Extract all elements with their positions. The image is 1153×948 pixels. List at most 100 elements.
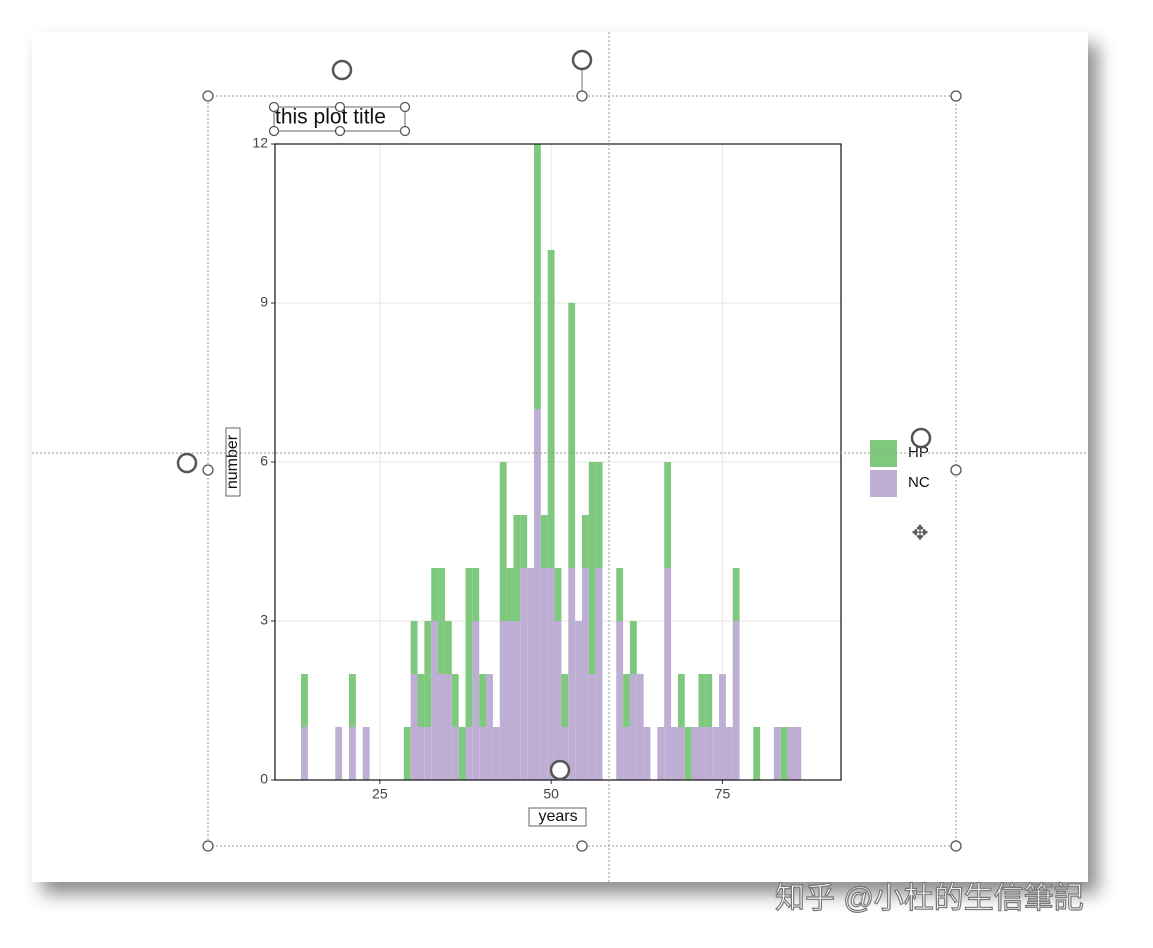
bar [534, 144, 541, 409]
plot-area: 0 3 6 9 12 25 50 75 this plot title years number HP… [224, 106, 930, 826]
bar [431, 568, 439, 621]
y-tick-label: 12 [252, 135, 268, 151]
bar [486, 674, 493, 780]
bar [705, 674, 713, 727]
bar [671, 727, 678, 780]
resize-handle[interactable] [576, 840, 588, 852]
resize-handle[interactable] [268, 101, 280, 113]
bar [506, 568, 514, 621]
bar [616, 621, 624, 780]
resize-handle[interactable] [399, 101, 411, 113]
legend-label: HP [908, 444, 929, 461]
bar [561, 674, 569, 727]
resize-handle[interactable] [576, 90, 588, 102]
y-axis-label: number [224, 434, 241, 489]
bar [554, 621, 562, 780]
bar [787, 727, 795, 780]
selection-overlay: ✥ [32, 32, 1088, 882]
bar [424, 621, 432, 727]
resize-handle[interactable] [399, 125, 411, 137]
bar [677, 727, 685, 780]
bar [444, 674, 452, 780]
bar [732, 621, 740, 780]
y-tick-label: 3 [260, 612, 268, 628]
text-box-selection [528, 807, 587, 827]
bar [773, 727, 781, 780]
resize-handle[interactable] [334, 101, 346, 113]
bar [499, 621, 507, 780]
bar [438, 674, 445, 780]
bar [362, 727, 370, 780]
bar [335, 727, 343, 780]
bar [349, 674, 356, 727]
bar [616, 568, 624, 621]
resize-handle[interactable] [268, 125, 280, 137]
y-tick-label: 9 [260, 294, 268, 310]
bar [301, 727, 308, 780]
bar [725, 727, 733, 780]
bar [595, 568, 603, 780]
bar [547, 250, 555, 568]
rotate-handle[interactable] [331, 59, 353, 81]
bar [431, 621, 439, 780]
bar [684, 727, 692, 780]
resize-handle[interactable] [950, 840, 962, 852]
bar [629, 621, 637, 674]
x-tick-label: 50 [543, 786, 559, 802]
bar [301, 674, 308, 727]
bar [349, 727, 356, 780]
bar [712, 727, 720, 780]
bar [698, 674, 706, 727]
bar [794, 727, 802, 780]
x-tick-label: 25 [372, 786, 388, 802]
bar [451, 674, 459, 727]
bar [513, 621, 521, 780]
bar [417, 727, 425, 780]
bar [458, 727, 466, 780]
bar [451, 727, 459, 780]
bar [479, 674, 487, 727]
bar [643, 727, 651, 780]
move-cursor: ✥ [912, 522, 929, 544]
bar [664, 568, 672, 780]
bar [520, 515, 528, 568]
bar [424, 727, 432, 780]
resize-handle[interactable] [202, 464, 214, 476]
resize-handle[interactable] [950, 90, 962, 102]
legend-label: NC [908, 474, 930, 491]
bar [732, 568, 740, 621]
watermark: 知乎 @小杜的生信筆記 [775, 882, 1084, 915]
rotate-handle[interactable] [176, 452, 198, 474]
bar [472, 621, 480, 780]
bar [568, 303, 576, 568]
bar [554, 568, 562, 621]
bar [492, 727, 500, 780]
bar [691, 727, 699, 780]
bar [499, 462, 507, 621]
bar [540, 515, 548, 568]
rotate-handle[interactable] [910, 427, 932, 449]
bar [410, 674, 418, 780]
bar [417, 674, 425, 727]
bar [561, 727, 569, 780]
legend-swatch [870, 470, 897, 497]
bar [575, 621, 582, 780]
resize-handle[interactable] [202, 90, 214, 102]
rotate-handle[interactable] [549, 759, 571, 781]
rotate-handle[interactable] [571, 49, 593, 71]
bar [719, 674, 726, 780]
resize-handle[interactable] [202, 840, 214, 852]
bar [568, 568, 576, 780]
bar [472, 568, 480, 621]
bar [588, 674, 596, 780]
resize-handle[interactable] [950, 464, 962, 476]
bar [753, 727, 761, 780]
bar [581, 515, 589, 568]
bar [513, 515, 521, 621]
resize-handle[interactable] [334, 125, 346, 137]
bar [705, 727, 713, 780]
bar [547, 568, 555, 780]
y-tick-label: 6 [260, 453, 268, 469]
